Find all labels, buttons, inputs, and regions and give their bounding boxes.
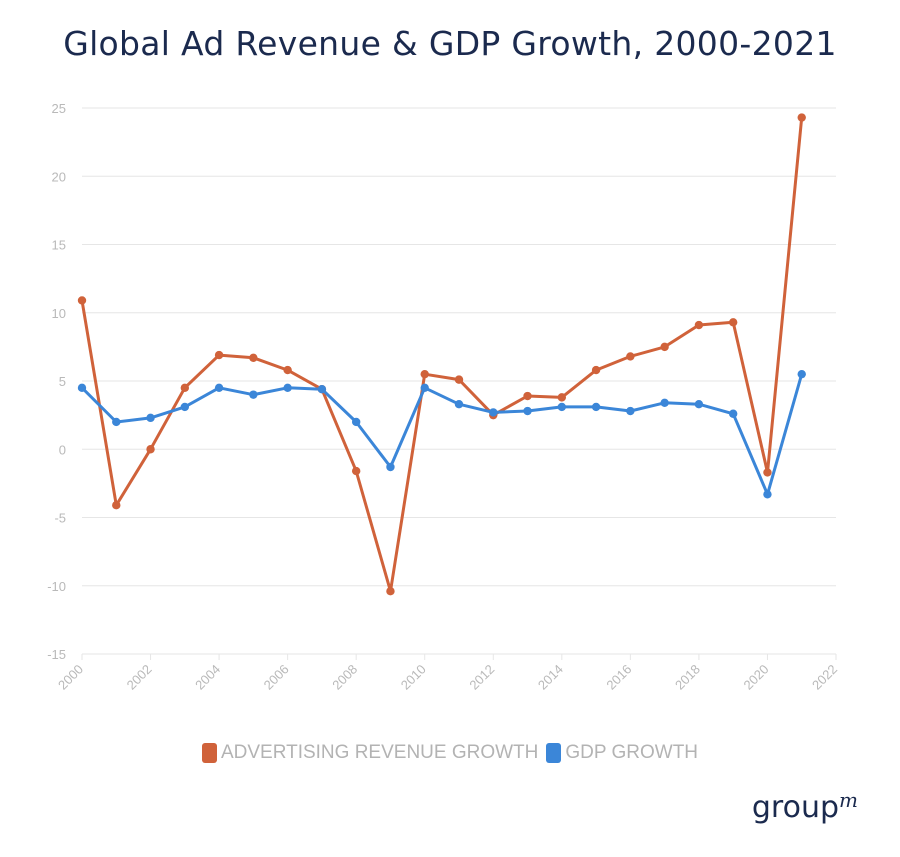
data-point-advertising bbox=[626, 352, 635, 361]
x-tick-label: 2004 bbox=[192, 662, 223, 693]
data-point-gdp bbox=[660, 398, 669, 408]
data-point-advertising bbox=[386, 587, 395, 596]
data-point-gdp bbox=[557, 402, 567, 412]
data-point-advertising bbox=[351, 466, 361, 476]
data-point-advertising bbox=[454, 375, 464, 384]
data-point-gdp bbox=[249, 390, 258, 399]
data-point-advertising bbox=[694, 320, 704, 330]
legend-label-advertising: ADVERTISING REVENUE GROWTH bbox=[220, 742, 539, 763]
x-tick-label: 2020 bbox=[741, 662, 772, 693]
x-tick-label: 2016 bbox=[603, 662, 634, 693]
data-point-advertising bbox=[523, 391, 532, 401]
logo-text: group bbox=[751, 790, 840, 825]
data-point-gdp bbox=[797, 369, 806, 379]
data-point-advertising bbox=[283, 365, 292, 375]
y-tick-label: -15 bbox=[47, 647, 66, 662]
series-line-gdp bbox=[80, 372, 804, 496]
data-point-advertising bbox=[112, 501, 121, 510]
y-tick-label: 5 bbox=[59, 374, 66, 389]
data-point-gdp bbox=[591, 402, 601, 412]
x-tick-label: 2022 bbox=[809, 662, 840, 693]
y-tick-label: -10 bbox=[47, 579, 66, 594]
x-tick-label: 2012 bbox=[466, 662, 497, 693]
x-tick-label: 2018 bbox=[672, 662, 703, 693]
data-point-gdp bbox=[728, 409, 738, 418]
x-tick-label: 2008 bbox=[329, 662, 360, 693]
data-point-gdp bbox=[626, 406, 635, 416]
data-point-gdp bbox=[763, 490, 772, 499]
legend-swatch-advertising bbox=[201, 743, 217, 763]
y-tick-label: 15 bbox=[52, 238, 66, 253]
groupm-logo: groupm bbox=[751, 788, 858, 825]
y-tick-label: 0 bbox=[59, 442, 66, 457]
chart-title: Global Ad Revenue & GDP Growth, 2000-202… bbox=[63, 24, 837, 63]
logo-superscript: m bbox=[839, 788, 858, 812]
data-point-gdp bbox=[317, 384, 327, 394]
legend-label-gdp: GDP GROWTH bbox=[565, 742, 699, 763]
data-point-advertising bbox=[557, 393, 567, 402]
data-point-advertising bbox=[591, 365, 601, 375]
data-point-gdp bbox=[454, 400, 464, 409]
data-point-gdp bbox=[283, 383, 292, 393]
data-point-advertising bbox=[797, 113, 806, 122]
data-point-gdp bbox=[386, 462, 395, 472]
data-point-advertising bbox=[420, 369, 429, 379]
data-point-gdp bbox=[146, 413, 155, 423]
legend-item-advertising: ADVERTISING REVENUE GROWTH bbox=[201, 742, 539, 764]
legend-item-gdp: GDP GROWTH bbox=[546, 742, 698, 764]
y-tick-label: -5 bbox=[54, 511, 66, 526]
data-point-advertising bbox=[728, 318, 738, 327]
data-point-advertising bbox=[763, 468, 772, 477]
data-point-gdp bbox=[180, 402, 190, 412]
data-point-advertising bbox=[146, 445, 155, 454]
data-point-advertising bbox=[180, 383, 190, 393]
x-tick-label: 2000 bbox=[55, 662, 86, 693]
data-point-gdp bbox=[77, 383, 87, 393]
y-tick-label: 25 bbox=[52, 101, 66, 116]
data-point-gdp bbox=[214, 383, 224, 393]
data-point-gdp bbox=[351, 417, 361, 427]
y-tick-label: 20 bbox=[52, 169, 66, 184]
data-point-gdp bbox=[694, 400, 704, 409]
x-tick-label: 2002 bbox=[124, 662, 155, 693]
data-point-gdp bbox=[420, 383, 429, 393]
data-point-gdp bbox=[489, 408, 498, 417]
x-tick-label: 2014 bbox=[535, 662, 566, 693]
data-point-gdp bbox=[112, 417, 121, 427]
data-point-advertising bbox=[214, 350, 224, 360]
x-tick-label: 2006 bbox=[261, 662, 292, 693]
series-line-advertising bbox=[80, 116, 804, 593]
data-point-advertising bbox=[77, 296, 87, 305]
legend: ADVERTISING REVENUE GROWTH GDP GROWTH bbox=[0, 742, 900, 764]
y-tick-label: 10 bbox=[52, 306, 66, 321]
data-point-gdp bbox=[523, 406, 532, 416]
x-tick-label: 2010 bbox=[398, 662, 429, 693]
data-point-advertising bbox=[249, 353, 258, 362]
data-point-advertising bbox=[660, 342, 669, 352]
legend-swatch-gdp bbox=[546, 743, 562, 763]
